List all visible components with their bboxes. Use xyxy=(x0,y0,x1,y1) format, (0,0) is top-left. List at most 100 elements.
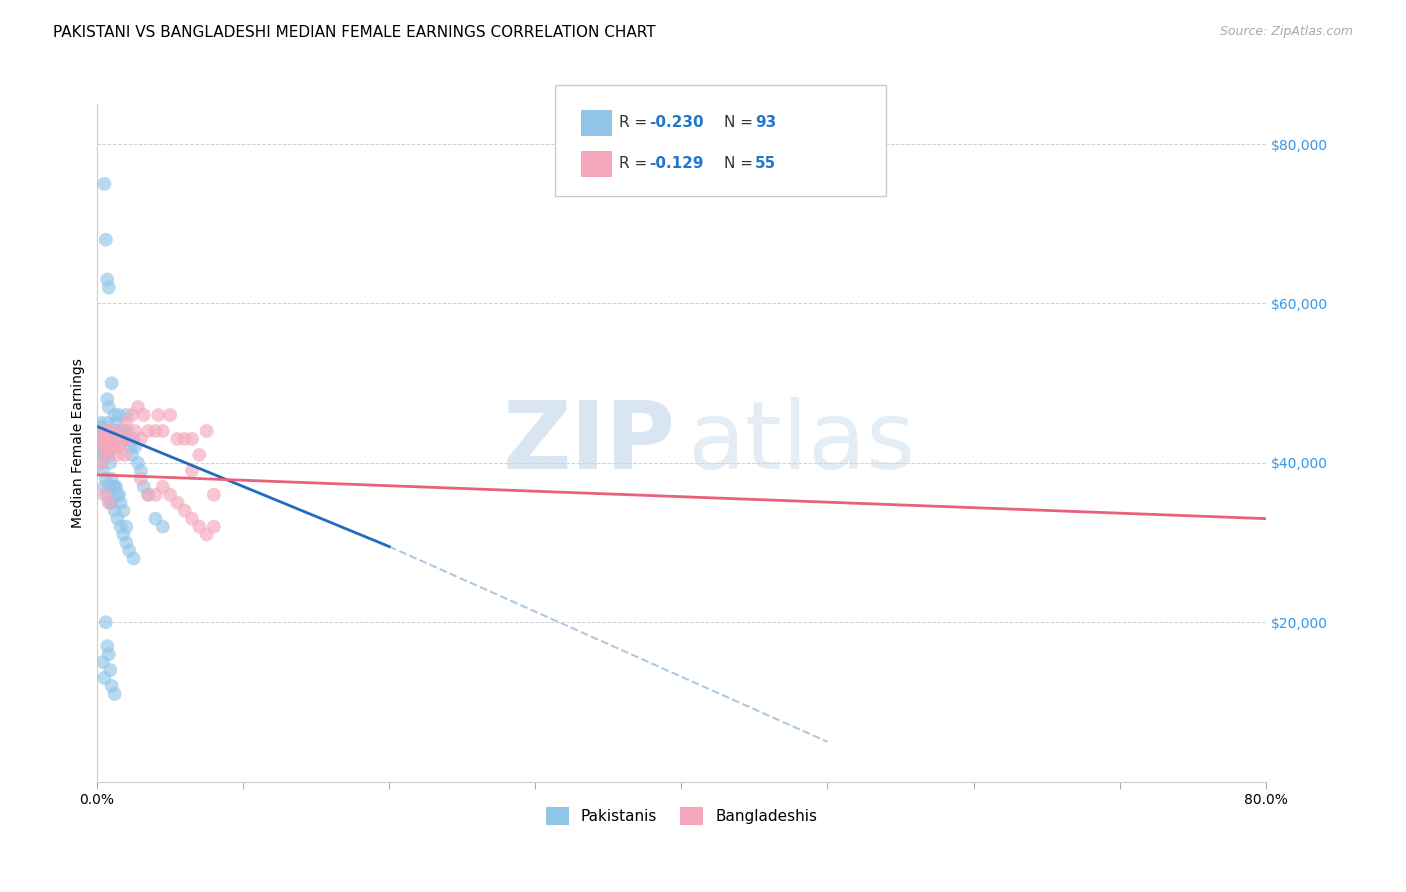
Point xyxy=(94,440,117,454)
Point xyxy=(101,424,124,438)
Text: N =: N = xyxy=(724,114,758,129)
Point xyxy=(90,440,112,454)
Point xyxy=(94,428,117,442)
Text: -0.230: -0.230 xyxy=(650,114,704,129)
Point xyxy=(101,432,124,446)
Point xyxy=(101,480,124,494)
Point xyxy=(107,488,129,502)
Point xyxy=(98,428,121,442)
Point xyxy=(93,432,115,446)
Point xyxy=(93,448,115,462)
Point xyxy=(136,424,159,438)
Point xyxy=(100,432,122,446)
Point xyxy=(96,448,118,462)
Point xyxy=(173,432,195,446)
Point xyxy=(94,448,117,462)
Point xyxy=(132,480,155,494)
Point xyxy=(89,420,111,434)
Point xyxy=(97,448,120,462)
Point xyxy=(98,443,121,458)
Text: R =: R = xyxy=(619,155,652,170)
Point xyxy=(103,504,125,518)
Point xyxy=(87,424,110,438)
Point xyxy=(97,400,120,414)
Text: 93: 93 xyxy=(755,114,776,129)
Point xyxy=(90,456,112,470)
Point xyxy=(148,408,170,422)
Point xyxy=(93,480,115,494)
Point xyxy=(87,432,110,446)
Point xyxy=(132,408,155,422)
Text: N =: N = xyxy=(724,155,758,170)
Point xyxy=(96,416,118,430)
Point xyxy=(98,663,121,677)
Point xyxy=(145,511,167,525)
Point xyxy=(110,424,132,438)
Point xyxy=(188,448,211,462)
Point xyxy=(91,424,114,438)
Point xyxy=(108,408,131,422)
Point xyxy=(103,408,125,422)
Text: ZIP: ZIP xyxy=(503,397,675,489)
Point xyxy=(136,488,159,502)
Point xyxy=(98,432,121,446)
Point xyxy=(98,496,121,510)
Point xyxy=(112,424,135,438)
Point xyxy=(90,456,112,470)
Y-axis label: Median Female Earnings: Median Female Earnings xyxy=(72,358,86,528)
Point xyxy=(124,440,146,454)
Text: Source: ZipAtlas.com: Source: ZipAtlas.com xyxy=(1219,25,1353,38)
Point xyxy=(145,424,167,438)
Point xyxy=(121,448,143,462)
Point xyxy=(110,496,132,510)
Point xyxy=(100,496,122,510)
Point xyxy=(112,527,135,541)
Point xyxy=(97,647,120,661)
Point xyxy=(202,519,225,533)
Point xyxy=(112,424,135,438)
Point xyxy=(117,424,139,438)
Point xyxy=(129,472,152,486)
Point xyxy=(90,416,112,430)
Point xyxy=(118,432,141,446)
Point xyxy=(103,480,125,494)
Point xyxy=(152,519,174,533)
Point xyxy=(127,456,149,470)
Text: PAKISTANI VS BANGLADESHI MEDIAN FEMALE EARNINGS CORRELATION CHART: PAKISTANI VS BANGLADESHI MEDIAN FEMALE E… xyxy=(53,25,657,40)
Point xyxy=(97,280,120,294)
Point xyxy=(90,436,112,450)
Point xyxy=(181,432,204,446)
Point xyxy=(122,551,145,566)
Point xyxy=(98,456,121,470)
Point xyxy=(152,480,174,494)
Point xyxy=(120,440,142,454)
Point xyxy=(110,519,132,533)
Point xyxy=(100,440,122,454)
Point xyxy=(96,392,118,406)
Point xyxy=(91,443,114,458)
Point xyxy=(115,535,138,549)
Point xyxy=(188,519,211,533)
Point xyxy=(118,543,141,558)
Point xyxy=(91,440,114,454)
Point xyxy=(107,511,129,525)
Point xyxy=(91,464,114,478)
Point xyxy=(96,639,118,653)
Point xyxy=(115,416,138,430)
Point xyxy=(93,424,115,438)
Point xyxy=(202,488,225,502)
Point xyxy=(103,687,125,701)
Point xyxy=(122,432,145,446)
Text: atlas: atlas xyxy=(688,397,915,489)
Point xyxy=(181,464,204,478)
Point xyxy=(93,440,115,454)
Point xyxy=(103,440,125,454)
Point xyxy=(100,424,122,438)
Point xyxy=(96,440,118,454)
Point xyxy=(100,679,122,693)
Point xyxy=(89,432,111,446)
Point xyxy=(152,424,174,438)
Point xyxy=(129,464,152,478)
Point xyxy=(173,504,195,518)
Point xyxy=(166,432,188,446)
